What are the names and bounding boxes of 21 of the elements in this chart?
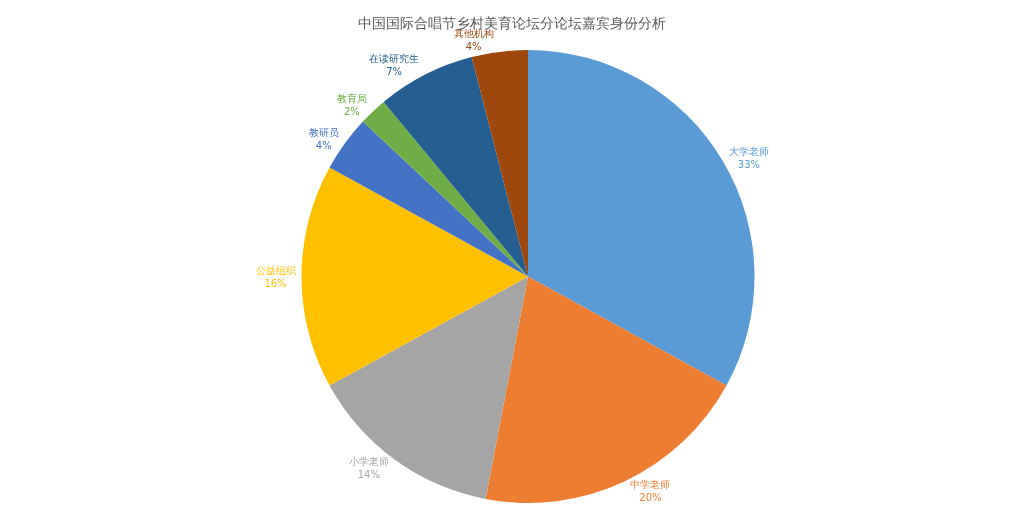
data-label: 7% xyxy=(386,66,403,78)
pie-slice xyxy=(485,276,727,503)
slice-label: 教研员 xyxy=(308,127,339,139)
slice-label: 教育局 xyxy=(336,93,367,105)
slice-label: 小学老师 xyxy=(348,455,389,467)
data-label: 20% xyxy=(639,492,662,504)
data-label: 2% xyxy=(344,106,360,118)
slice-label: 在读研究生 xyxy=(369,53,420,65)
pie-slice xyxy=(301,167,528,386)
data-label: 14% xyxy=(357,468,380,480)
pie-slice xyxy=(471,50,528,277)
pie-slice xyxy=(362,101,528,277)
data-label: 33% xyxy=(737,159,761,171)
data-label: 16% xyxy=(264,277,287,289)
data-label: 4% xyxy=(315,140,332,152)
slice-label: 公益组织 xyxy=(255,264,296,276)
pie-slice xyxy=(329,121,528,277)
slice-label: 中学老师 xyxy=(630,479,671,491)
pie-slice xyxy=(329,276,528,499)
slice-label: 大学老师 xyxy=(728,146,769,158)
data-label: 4% xyxy=(465,40,482,52)
